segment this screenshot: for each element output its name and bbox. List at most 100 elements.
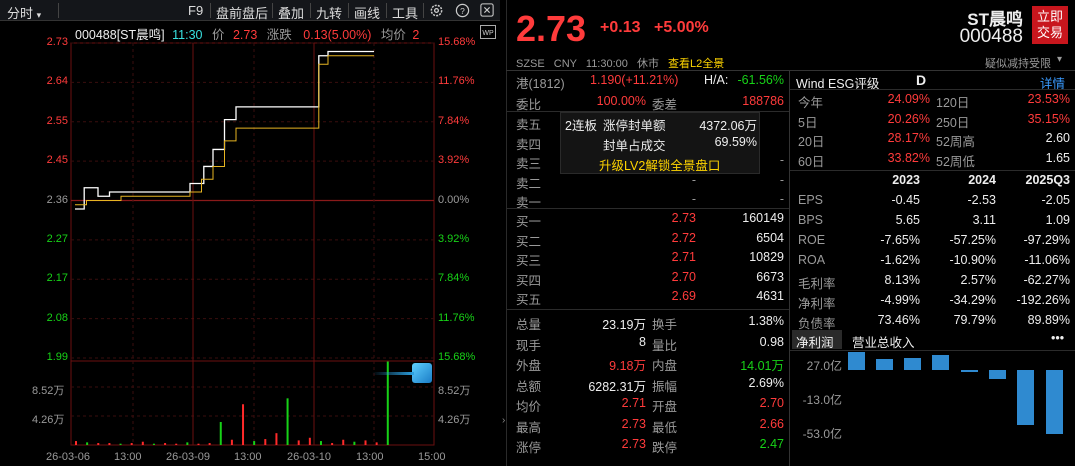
volume-bar	[331, 443, 334, 445]
overlay-button[interactable]: 叠加	[278, 6, 305, 21]
chevron-down-icon[interactable]: ▾	[1057, 54, 1063, 65]
stock-name: ST晨鸣	[967, 10, 1023, 29]
stat-value: 2.73	[621, 437, 646, 451]
bid-volume: 160149	[742, 211, 784, 225]
volume-bar	[264, 439, 267, 445]
volume-bar	[152, 443, 155, 445]
svg-text:?: ?	[460, 6, 465, 16]
currency-label: CNY	[553, 58, 577, 70]
stat-value: 23.19万	[602, 318, 646, 332]
fin-value: -7.65%	[880, 233, 920, 247]
svg-text:WP: WP	[482, 30, 494, 37]
f9-button[interactable]: F9	[188, 3, 204, 18]
hk-label[interactable]: 港(1812)	[516, 77, 565, 91]
volume-bar	[186, 442, 189, 445]
esg-detail-link[interactable]: 详情	[1040, 77, 1066, 91]
more-icon[interactable]: •••	[1051, 331, 1065, 345]
close-icon[interactable]	[480, 3, 494, 20]
volume-bar	[286, 398, 289, 445]
price-change-pct: +5.00%	[654, 19, 709, 36]
wp-icon[interactable]: WP	[480, 25, 496, 44]
expand-handle[interactable]	[372, 363, 432, 385]
stat-value: 2.69%	[748, 375, 784, 390]
perf-value: 24.09%	[887, 92, 930, 106]
fin-value: 2.57%	[960, 273, 996, 287]
bid-volume: 6673	[756, 269, 784, 284]
perf-label: 20日	[798, 135, 825, 149]
tab-revenue[interactable]: 营业总收入	[852, 336, 915, 350]
bid-price: 2.73	[671, 211, 696, 225]
nine-turn-button[interactable]: 九转	[316, 6, 343, 21]
l2-overlay[interactable]: 2连板 涨停封单额 4372.06万 封单占成交 69.59% 升级LV2解锁全…	[560, 112, 760, 174]
tab-net-profit[interactable]	[792, 330, 842, 349]
perf-value: 23.53%	[1027, 92, 1070, 106]
chart-avg: 2	[412, 28, 420, 42]
stat-label: 振幅	[652, 379, 678, 394]
l2-panorama-link[interactable]: 查看L2全景	[668, 58, 725, 70]
stat-value: 2.71	[621, 396, 646, 410]
volume-tick-label: 8.52万	[32, 385, 65, 397]
stat-label: 最低	[652, 420, 678, 435]
volume-bar	[197, 443, 200, 445]
tools-button[interactable]: 工具	[392, 6, 419, 21]
l2-upgrade-link[interactable]: 升级LV2解锁全景盘口	[599, 159, 721, 173]
stat-value: 0.98	[759, 334, 784, 349]
panel-toggle-icon[interactable]: ›	[502, 415, 506, 426]
profit-bar	[961, 370, 978, 373]
volume-bar	[108, 443, 111, 445]
tab-intraday[interactable]: 分时 ▾	[7, 3, 41, 22]
price-tick-label: 2.64	[46, 75, 68, 88]
fin-row-label: ROE	[798, 233, 826, 247]
perf-value: 2.60	[1045, 131, 1070, 145]
volume-tick-label: 4.26万	[32, 414, 65, 426]
bid-price: 2.72	[671, 230, 696, 245]
stat-value: 2.66	[759, 416, 784, 431]
stat-label: 涨停	[516, 441, 542, 455]
bid-label: 买四	[516, 273, 542, 288]
time-tick-label: 13:00	[234, 451, 262, 463]
stat-label: 内盘	[652, 359, 678, 373]
committee-diff: 188786	[742, 94, 784, 108]
fin-value: -97.29%	[1023, 233, 1070, 247]
profit-bar	[848, 352, 865, 370]
pct-tick-label: 7.84%	[438, 114, 470, 127]
fin-value: -11.06%	[1024, 253, 1070, 267]
pct-tick-label: 7.84%	[438, 272, 470, 285]
volume-bar	[230, 439, 233, 445]
bid-volume: 4631	[756, 289, 784, 303]
volume-bar	[375, 442, 378, 445]
perf-value: 35.15%	[1027, 111, 1070, 126]
perf-label: 60日	[798, 154, 825, 169]
last-price: 2.73	[516, 8, 587, 49]
ask-label: 卖二	[516, 176, 542, 191]
tab-intraday-label: 分时	[7, 6, 34, 21]
intraday-chart[interactable]: 000488[ST晨鸣] 11:30 价 2.73 涨跌 0.13(5.00%)…	[0, 21, 505, 466]
volume-tick-label-right: 8.52万	[438, 385, 471, 397]
premarket-button[interactable]: 盘前盘后	[216, 6, 269, 21]
volume-bar	[219, 421, 222, 445]
volume-bar	[75, 441, 77, 445]
pct-tick-label: 15.68%	[438, 36, 476, 48]
chart-toolbar: 分时 ▾ F9 盘前盘后 叠加 九转 画线 工具 ?	[0, 0, 500, 21]
draw-line-button[interactable]: 画线	[354, 6, 381, 21]
fin-value: 3.11	[972, 213, 996, 227]
stat-value: 14.01万	[740, 359, 784, 373]
profit-bar	[932, 354, 949, 370]
price-tick-label: 2.36	[46, 193, 68, 206]
stat-label: 均价	[516, 400, 542, 414]
volume-bar	[130, 443, 133, 445]
fin-value: -57.25%	[949, 233, 996, 247]
restriction-tip[interactable]: 疑似减持受限	[985, 58, 1051, 70]
volume-bar	[275, 433, 278, 445]
stat-value: 2.47	[759, 437, 784, 451]
help-icon[interactable]: ?	[455, 3, 470, 21]
volume-bar	[342, 439, 345, 445]
ha-value: -61.56%	[737, 73, 784, 87]
ask-label: 卖三	[516, 157, 542, 171]
trade-now-button[interactable]: 立即交易	[1032, 6, 1068, 44]
perf-label: 5日	[798, 115, 818, 130]
bid-price: 2.69	[671, 289, 696, 303]
gear-icon[interactable]	[429, 3, 444, 21]
profit-axis-label: 27.0亿	[806, 359, 842, 373]
pct-tick-label: 11.76%	[438, 311, 475, 324]
